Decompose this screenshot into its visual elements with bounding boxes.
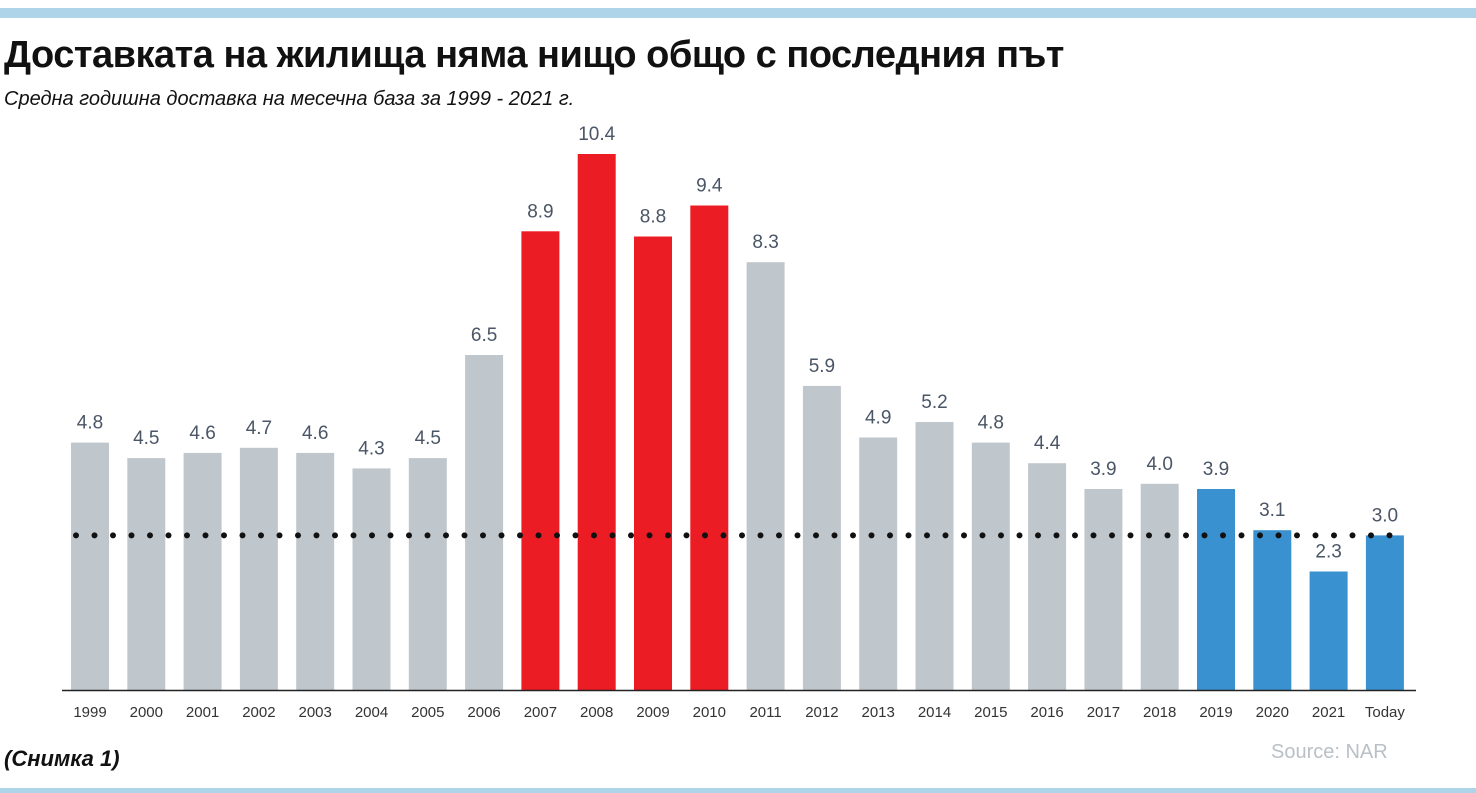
x-tick-label: 2018 bbox=[1143, 704, 1176, 721]
bar bbox=[971, 442, 1010, 690]
bottom-rule bbox=[0, 788, 1476, 793]
bar bbox=[352, 468, 391, 690]
x-tick-label: 2012 bbox=[805, 704, 838, 721]
bar bbox=[915, 422, 954, 690]
x-tick-label: 2007 bbox=[524, 704, 557, 721]
data-label: 8.8 bbox=[640, 207, 666, 228]
data-label: 10.4 bbox=[578, 124, 615, 145]
bar bbox=[1253, 530, 1292, 690]
data-label: 8.9 bbox=[527, 201, 553, 222]
data-label: 4.4 bbox=[1034, 433, 1061, 454]
bar bbox=[1197, 489, 1235, 690]
x-tick-label: 2004 bbox=[355, 704, 388, 721]
x-tick-label: 2002 bbox=[242, 704, 275, 721]
bar bbox=[239, 447, 278, 690]
data-label: 2.3 bbox=[1315, 542, 1341, 563]
x-tick-label: 2010 bbox=[693, 704, 726, 721]
x-tick-label: 2009 bbox=[636, 704, 669, 721]
x-tick-label: 2019 bbox=[1199, 704, 1232, 721]
data-label: 4.0 bbox=[1146, 454, 1172, 475]
bar bbox=[577, 154, 616, 690]
chart-title: Доставката на жилища няма нищо общо с по… bbox=[4, 34, 1064, 76]
x-tick-label: 2015 bbox=[974, 704, 1007, 721]
bar bbox=[1028, 463, 1067, 690]
x-tick-label: 2003 bbox=[299, 704, 332, 721]
x-tick-label: 2013 bbox=[862, 704, 895, 721]
bar bbox=[1084, 489, 1123, 690]
bar bbox=[71, 442, 109, 690]
x-tick-label: 2006 bbox=[467, 704, 500, 721]
data-label: 4.5 bbox=[415, 428, 441, 449]
data-label: 9.4 bbox=[696, 176, 723, 197]
data-label: 6.5 bbox=[471, 325, 497, 346]
x-tick-label: 2020 bbox=[1256, 704, 1289, 721]
data-label: 4.7 bbox=[246, 418, 272, 439]
x-tick-label: 2001 bbox=[186, 704, 219, 721]
bar bbox=[408, 458, 447, 690]
x-tick-label: Today bbox=[1365, 704, 1406, 721]
bar bbox=[296, 452, 335, 690]
data-label: 4.3 bbox=[358, 438, 384, 459]
bar bbox=[183, 452, 222, 690]
bar bbox=[521, 231, 560, 691]
data-label: 4.9 bbox=[865, 408, 891, 429]
data-label: 4.5 bbox=[133, 428, 159, 449]
x-tick-label: 2000 bbox=[130, 704, 163, 721]
image-caption: (Снимка 1) bbox=[4, 746, 120, 771]
bar bbox=[465, 355, 504, 690]
x-tick-label: 2014 bbox=[918, 704, 951, 721]
bar bbox=[1365, 535, 1404, 690]
x-tick-label: 2021 bbox=[1312, 704, 1345, 721]
data-label: 4.8 bbox=[77, 413, 103, 434]
x-tick-label: 2016 bbox=[1030, 704, 1063, 721]
chart-subtitle: Средна годишна доставка на месечна база … bbox=[4, 88, 575, 110]
data-label: 8.3 bbox=[752, 232, 778, 253]
x-tick-label: 2011 bbox=[749, 704, 781, 721]
top-rule bbox=[0, 8, 1476, 18]
bar bbox=[859, 437, 898, 690]
x-tick-label: 2008 bbox=[580, 704, 613, 721]
data-label: 3.0 bbox=[1372, 505, 1398, 526]
data-label: 5.9 bbox=[809, 356, 835, 377]
data-label: 3.9 bbox=[1090, 459, 1116, 480]
data-label: 3.9 bbox=[1203, 459, 1229, 480]
bar bbox=[1140, 483, 1179, 690]
bar bbox=[690, 205, 729, 690]
data-label: 4.6 bbox=[189, 423, 215, 444]
source-note: Source: NAR bbox=[1271, 741, 1388, 763]
data-label: 4.8 bbox=[978, 413, 1004, 434]
bar bbox=[127, 458, 166, 690]
x-tick-label: 2005 bbox=[411, 704, 444, 721]
bar bbox=[1309, 571, 1348, 690]
bar bbox=[746, 262, 785, 690]
data-label: 3.1 bbox=[1259, 500, 1285, 521]
data-label: 5.2 bbox=[921, 392, 947, 413]
x-tick-label: 1999 bbox=[73, 704, 106, 721]
bar bbox=[634, 236, 672, 690]
data-label: 4.6 bbox=[302, 423, 328, 444]
x-tick-label: 2017 bbox=[1087, 704, 1120, 721]
